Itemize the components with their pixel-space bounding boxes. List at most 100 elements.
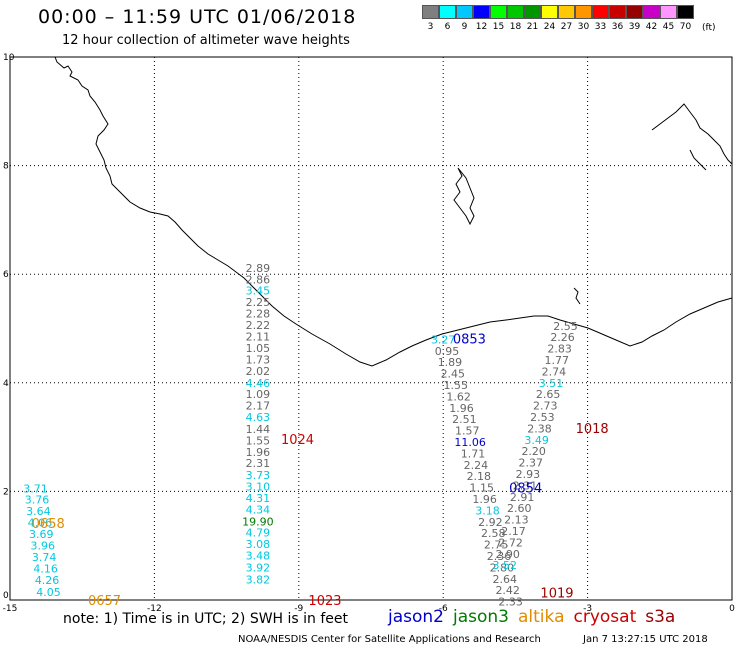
legend-labels: 3 6 9 12 15 18 21 24 27 30 33 36 39 42 45 70 [422,22,694,32]
coastline-small-island [573,287,581,305]
wave-height-value: 2.72 [498,536,523,549]
wave-height-value: 2.55 [553,320,578,333]
wave-height-value: 3.71 [23,483,48,496]
legend-label: 12 [475,22,488,32]
legend-swatch [439,5,456,19]
wave-height-value: 2.31 [246,457,271,470]
legend-swatch [490,5,507,19]
wave-height-value: 1.77 [545,354,570,367]
wave-height-value: 3.73 [246,469,271,482]
plot-frame [9,56,733,601]
legend-swatch [626,5,643,19]
y-tick-label: 0 [3,591,9,601]
wave-height-value: 1.44 [246,423,271,436]
wave-height-value: 2.60 [507,502,532,515]
wave-height-value: 3.08 [246,538,271,551]
wave-height-value: 2.28 [246,307,271,320]
track-east: 2.552.262.831.772.743.512.652.732.532.38… [493,320,578,572]
wave-height-value: 4.63 [246,411,271,424]
wave-height-value: 2.53 [530,411,555,424]
footer-credit: NOAA/NESDIS Center for Satellite Applica… [238,634,541,645]
wave-height-value: 2.42 [495,584,520,597]
wave-height-value: 2.38 [527,422,552,435]
wave-height-value: 2.91 [510,491,535,504]
legend-label: 45 [662,22,675,32]
wave-height-value: 2.37 [519,457,544,470]
wave-height-value: 2.11 [246,331,271,344]
pass-time-labels: 0658 0657 1024 1023 0853 0854 1018 1019 [32,332,609,609]
legend-label: 24 [543,22,556,32]
legend-swatch [524,5,541,19]
wave-height-value: 1.55 [443,379,468,392]
legend-swatch [541,5,558,19]
wave-height-value: 2.80 [490,561,515,574]
wave-height-value: 2.74 [542,365,567,378]
x-tick-label: -12 [147,604,162,614]
legend-label: 39 [628,22,641,32]
wave-height-value: 2.24 [464,459,489,472]
y-tick-label: 10 [3,53,15,63]
legend-label: 21 [526,22,539,32]
wave-height-value: 1.62 [446,390,471,403]
wave-height-value: 4.16 [33,563,58,576]
wave-height-value: 11.06 [454,436,486,449]
wave-height-value: 4.06 [28,516,53,529]
wave-height-value: 4.46 [246,377,271,390]
wave-height-value: 1.05 [246,342,271,355]
color-legend: 3 6 9 12 15 18 21 24 27 30 33 36 39 42 45 70 (ft) [422,5,716,33]
wave-height-value: 3.51 [539,377,564,390]
legend-label: 36 [611,22,624,32]
wave-height-value: 2.83 [547,343,572,356]
legend-label: 30 [577,22,590,32]
wave-height-value: 1.96 [246,446,271,459]
satellite-label: s3a [645,607,676,627]
pass-time-label: 0853 [453,332,486,347]
wave-height-value: 3.49 [524,434,549,447]
wave-height-value: 3.27 [431,333,456,346]
legend-unit: (ft) [702,23,716,33]
legend-label: 18 [509,22,522,32]
wave-height-value: 3.18 [475,504,500,517]
legend-swatch [609,5,626,19]
wave-height-value: 2.02 [246,365,271,378]
wave-height-value: 1.96 [449,402,474,415]
footer-note: note: 1) Time is in UTC; 2) SWH is in fe… [63,611,349,627]
satellite-label: altika [518,607,565,627]
footer-timestamp: Jan 7 13:27:15 UTC 2018 [583,634,708,645]
wave-height-value: 2.64 [493,573,518,586]
x-tick-label: -15 [3,604,18,614]
wave-height-value: 2.25 [246,296,271,309]
map-gridlines [10,57,732,600]
wave-height-value: 4.79 [246,527,271,540]
wave-height-value: 2.89 [246,262,271,275]
legend-label: 70 [679,22,692,32]
wave-height-value: 2.45 [441,368,466,381]
pass-time-label: 1023 [308,594,341,609]
wave-height-value: 1.15 [469,482,494,495]
wave-height-value: 2.33 [498,596,523,609]
pass-time-label: 1018 [576,422,609,437]
legend-swatch [422,5,439,19]
wave-height-value: 3.10 [246,481,271,494]
wave-height-value: 4.31 [246,492,271,505]
page-title: 00:00 – 11:59 UTC 01/06/2018 [38,6,357,28]
legend-swatch [473,5,490,19]
y-tick-label: 2 [3,487,9,497]
wave-height-value: 2.58 [481,527,506,540]
wave-height-value: 2.73 [533,400,558,413]
wave-height-value: 3.76 [25,494,50,507]
wave-height-value: 2.75 [484,539,509,552]
wave-height-value: 2.51 [452,413,477,426]
wave-height-value: 2.86 [246,274,271,287]
wave-height-value: 1.89 [438,356,463,369]
coastline-mainland [54,56,733,367]
wave-height-value: 2.17 [246,400,271,413]
y-tick-label: 8 [3,162,9,172]
satellite-legend: jason2 jason3 altika cryosat s3a [388,607,684,627]
wave-height-value: 4.05 [36,586,61,599]
wave-height-value: 3.64 [26,505,51,518]
altimeter-tracks: 3.713.763.644.063.693.963.744.164.264.05… [23,262,577,608]
wave-height-value: 1.57 [455,425,480,438]
satellite-label: jason2 [388,607,444,627]
legend-swatches [422,5,694,19]
